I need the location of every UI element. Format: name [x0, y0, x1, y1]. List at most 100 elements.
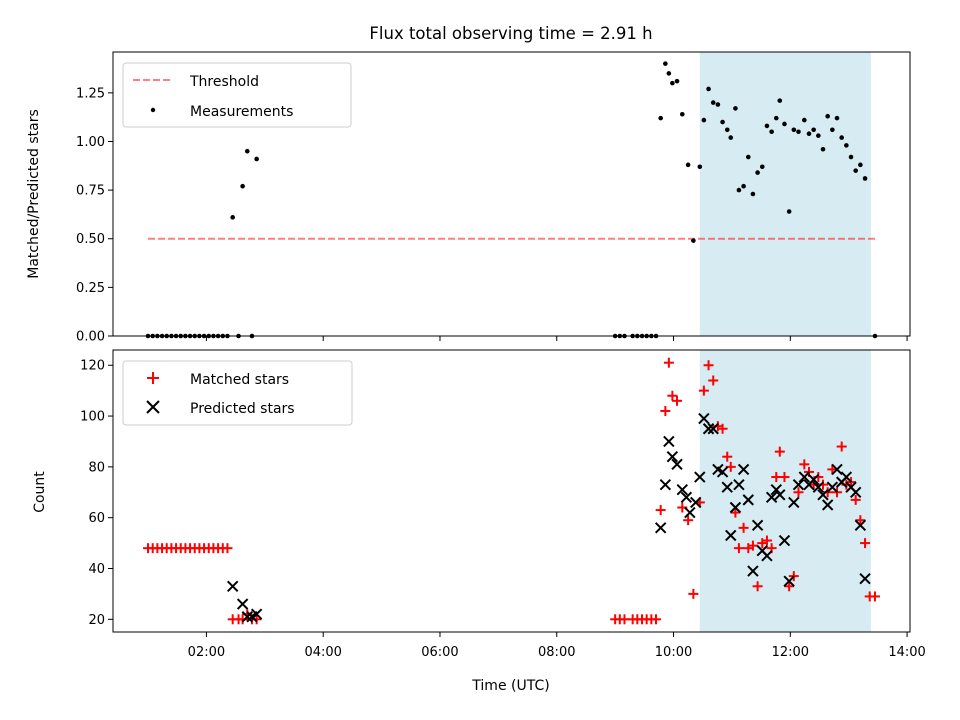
- top-panel-frame: [112, 51, 911, 337]
- bottom-panel-frame: [112, 349, 911, 633]
- data-point: [737, 463, 750, 476]
- data-point: [733, 543, 744, 554]
- y-tick-label: 0.25: [76, 281, 105, 296]
- x-tick-label: 12:00: [772, 645, 809, 660]
- data-point: [683, 515, 694, 526]
- data-point: [658, 115, 663, 121]
- data-point: [783, 575, 795, 587]
- data-point: [769, 129, 774, 135]
- data-point: [226, 580, 239, 592]
- legend-matched-swatch: [147, 372, 159, 384]
- data-point: [774, 489, 786, 501]
- data-point: [742, 494, 754, 506]
- data-point: [779, 472, 790, 483]
- data-point: [654, 522, 667, 534]
- data-point: [733, 478, 745, 491]
- data-point: [676, 484, 688, 496]
- data-point: [236, 598, 249, 610]
- data-point: [703, 360, 714, 371]
- data-point: [820, 146, 826, 152]
- data-point: [840, 471, 853, 483]
- legend-measurements-label: Measurements: [190, 104, 293, 120]
- data-point: [791, 127, 797, 133]
- data-point: [663, 61, 668, 66]
- data-point: [751, 519, 764, 532]
- data-point: [680, 491, 693, 504]
- data-point: [679, 111, 685, 117]
- data-point: [806, 131, 812, 136]
- data-point: [730, 507, 741, 518]
- data-point: [688, 588, 699, 599]
- data-point: [738, 522, 749, 533]
- data-point: [672, 395, 683, 406]
- data-point: [793, 487, 804, 498]
- data-point: [694, 471, 706, 483]
- bottom-panel-marks: [143, 357, 880, 625]
- data-point: [799, 459, 810, 470]
- data-point: [698, 385, 709, 396]
- data-point: [786, 209, 792, 214]
- bottom-panel-legend: Matched stars Predicted stars: [122, 360, 353, 426]
- data-point: [254, 156, 259, 162]
- data-point: [222, 543, 233, 554]
- data-point: [807, 473, 820, 486]
- data-point: [778, 534, 791, 547]
- data-point: [812, 481, 825, 493]
- data-point: [708, 375, 719, 386]
- data-point: [655, 505, 666, 516]
- data-point: [250, 608, 263, 620]
- data-point: [796, 129, 801, 135]
- bottom-panel-highlight-span: [699, 350, 871, 632]
- data-point: [666, 71, 672, 76]
- x-axis-label: Time (UTC): [471, 678, 549, 694]
- y-tick-label: 100: [80, 410, 105, 425]
- data-point: [765, 491, 778, 504]
- data-point: [241, 611, 254, 623]
- data-point: [240, 183, 245, 189]
- data-point: [869, 591, 880, 602]
- data-point: [660, 405, 671, 416]
- data-point: [724, 127, 730, 133]
- x-tick-label: 14:00: [888, 645, 925, 660]
- data-point: [773, 115, 779, 121]
- y-tick-label: 20: [88, 613, 105, 628]
- data-point: [659, 478, 672, 491]
- data-point: [761, 535, 772, 546]
- x-tick-label: 02:00: [188, 645, 225, 660]
- y-tick-label: 1.25: [76, 86, 105, 101]
- bottom-panel: 20 40 60 80 100 120 02:00 04:00 06:00 08:00 10:00…: [32, 349, 926, 694]
- legend-predicted-swatch: [146, 400, 160, 414]
- data-point: [761, 550, 773, 562]
- data-point: [663, 435, 675, 448]
- data-point: [798, 471, 811, 483]
- data-point: [752, 581, 763, 592]
- y-tick-label: 80: [88, 460, 105, 475]
- data-point: [720, 119, 725, 125]
- data-point: [839, 135, 844, 140]
- data-point: [862, 176, 868, 181]
- data-point: [651, 614, 662, 625]
- data-point: [854, 519, 867, 532]
- data-point: [836, 441, 847, 452]
- data-point: [844, 143, 849, 148]
- data-point: [707, 423, 719, 435]
- data-point: [690, 496, 702, 509]
- legend-matched-label: Matched stars: [190, 372, 289, 388]
- bottom-panel-y-ticks: 20 40 60 80 100 120: [80, 359, 113, 628]
- top-panel-x-ticks: [205, 336, 908, 341]
- top-panel: 0.00 0.25 0.50 0.75 1.00 1.25 Matched/Predict…: [26, 51, 911, 345]
- y-tick-label: 0.00: [76, 330, 105, 345]
- data-point: [670, 80, 675, 86]
- data-point: [691, 238, 696, 243]
- data-point: [770, 484, 782, 496]
- data-point: [715, 102, 721, 107]
- legend-threshold-label: Threshold: [189, 74, 259, 90]
- data-point: [747, 565, 759, 577]
- data-point: [777, 98, 783, 103]
- top-panel-marks: [145, 61, 878, 339]
- data-point: [834, 115, 840, 121]
- data-point: [811, 127, 816, 133]
- chart-title: Flux total observing time = 2.91 h: [369, 24, 652, 43]
- data-point: [667, 390, 678, 401]
- data-point: [855, 515, 866, 526]
